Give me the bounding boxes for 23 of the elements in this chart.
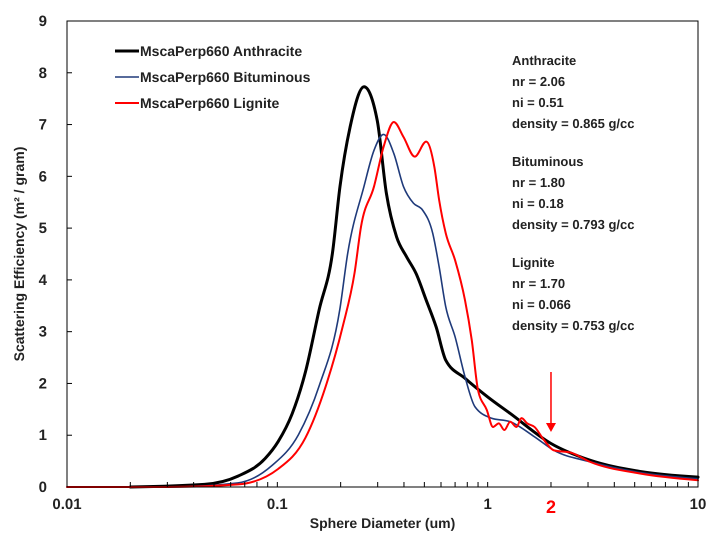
y-tick-label: 4 <box>38 272 48 289</box>
annotation: Anthracite nr = 2.06 ni = 0.51 density = 0.865 g/cc <box>512 53 634 131</box>
y-tick-label: 1 <box>38 427 47 444</box>
y-tick-label: 3 <box>38 324 47 341</box>
legend-label: MscaPerp660 Anthracite <box>140 43 302 59</box>
annotation: Bituminous nr = 1.80 ni = 0.18 density = 0.793 g/cc <box>512 154 634 232</box>
x-axis-title: Sphere Diameter (um) <box>310 515 456 531</box>
y-tick-label: 9 <box>38 13 47 30</box>
y-tick-label: 0 <box>38 479 47 496</box>
x-tick-label: 2 <box>546 497 556 517</box>
x-tick-label: 1 <box>483 496 492 513</box>
y-axis-title: Scattering Efficiency (m² / gram) <box>11 146 27 362</box>
y-tick-label: 7 <box>38 116 47 134</box>
y-tick-label: 2 <box>38 375 47 392</box>
y-tick-label: 8 <box>38 64 47 82</box>
legend-label: MscaPerp660 Bituminous <box>140 69 311 85</box>
x-tick-label: 0.01 <box>52 496 82 513</box>
x-tick-label: 0.1 <box>266 496 288 513</box>
x-tick-label: 10 <box>690 496 706 513</box>
legend-label: MscaPerp660 Lignite <box>140 95 280 111</box>
annotation: Lignite nr = 1.70 ni = 0.066 density = 0.753 g/cc <box>512 255 634 333</box>
y-tick-label: 5 <box>38 220 47 238</box>
y-tick-label: 6 <box>38 168 47 186</box>
